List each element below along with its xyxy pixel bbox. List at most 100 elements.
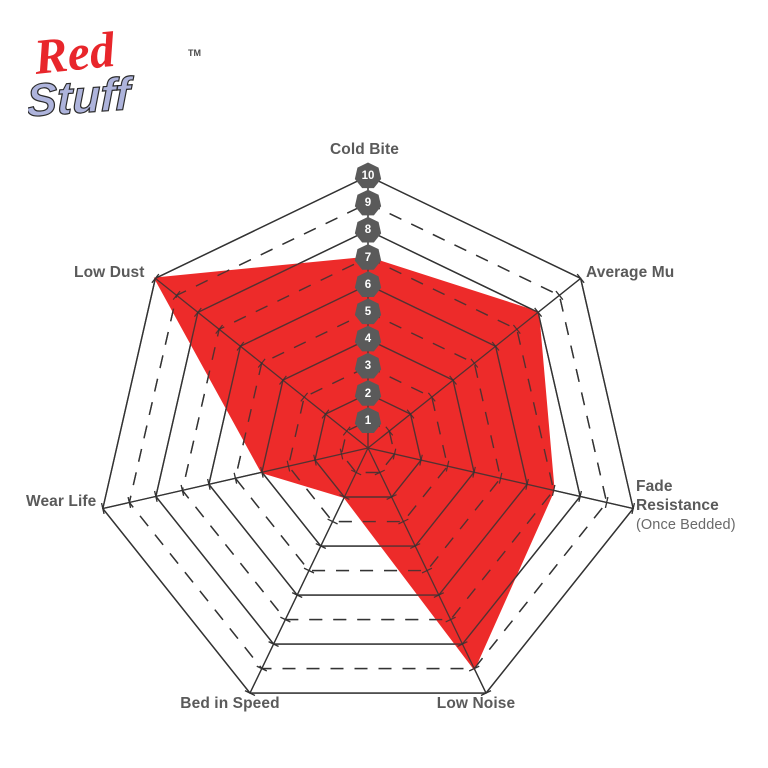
- radar-tick-3-6: [433, 592, 445, 598]
- radar-ring-4: [261, 338, 475, 547]
- radar-tick-5-1: [339, 448, 344, 460]
- axis-label-cold-bite: Cold Bite: [330, 140, 399, 159]
- radar-tick-marks-overlay: [101, 273, 635, 696]
- radar-ring-8: [155, 229, 581, 645]
- radar-tick-6-4: [279, 375, 287, 385]
- scale-badge-9: [354, 189, 382, 216]
- radar-tick-2-1: [392, 448, 397, 460]
- radar-ring-6: [208, 284, 528, 596]
- radar-tick-6-7: [215, 324, 224, 334]
- radar-tick-4-4: [315, 543, 327, 549]
- radar-tick-1-7: [512, 324, 521, 334]
- radar-ring-10: [102, 175, 634, 694]
- radar-tick-3-9: [468, 665, 480, 672]
- axis-label-average-mu: Average Mu: [586, 263, 674, 282]
- radar-tick-2-10: [631, 503, 635, 515]
- scale-badge-10: [354, 162, 382, 189]
- radar-tick-6-6: [236, 341, 245, 351]
- radar-tick-1-6: [491, 341, 500, 351]
- radar-tick-4-1: [350, 469, 362, 476]
- radar-tick-3-4: [409, 543, 421, 549]
- logo-text-stuff: Stuff: [28, 67, 135, 122]
- radar-tick-2-8: [578, 490, 582, 502]
- radar-tick-3-2: [386, 494, 397, 500]
- radar-tick-1-10: [576, 273, 585, 284]
- radar-tick-1-3: [427, 392, 436, 402]
- radar-tick-5-4: [260, 466, 264, 478]
- radar-tick-5-7: [180, 484, 185, 496]
- radar-tick-6-3: [300, 392, 309, 402]
- radar-tick-5-9: [127, 496, 132, 508]
- radar-tick-6-1: [342, 426, 351, 436]
- scale-badge-6: [354, 271, 382, 297]
- axis-label-low-noise-text: Low Noise: [436, 695, 516, 712]
- axis-label-fade-line1: Fade: [636, 478, 673, 495]
- radar-tick-6-9: [172, 290, 181, 301]
- radar-data-polygon: [153, 256, 555, 671]
- radar-tick-3-10: [480, 690, 492, 696]
- radar-tick-5-10: [101, 503, 105, 515]
- radar-tick-3-1: [374, 469, 386, 476]
- scale-badge-1: [354, 407, 382, 433]
- radar-tick-5-5: [233, 472, 238, 484]
- red-stuff-logo: Red Stuff TM: [28, 22, 208, 122]
- axis-label-low-noise: Low Noise: [437, 694, 515, 713]
- radar-tick-2-6: [525, 478, 529, 490]
- radar-tick-5-2: [313, 454, 317, 466]
- radar-series-0: [153, 256, 555, 671]
- axis-label-low-dust-text: Low Dust: [74, 264, 145, 281]
- scale-badge-7: [354, 244, 382, 270]
- radar-ring-1: [340, 420, 396, 474]
- radar-tick-5-6: [207, 478, 211, 490]
- logo-text-red: Red: [30, 22, 118, 85]
- radar-tick-2-9: [604, 496, 609, 508]
- scale-badge-2: [354, 380, 382, 406]
- radar-tick-4-6: [291, 592, 303, 598]
- radar-tick-6-2: [321, 409, 330, 419]
- radar-tick-4-10: [244, 690, 256, 696]
- radar-ring-7: [181, 256, 555, 621]
- radar-ring-9: [128, 202, 608, 670]
- axis-label-low-dust: Low Dust: [74, 263, 145, 282]
- radar-tick-4-7: [280, 616, 291, 623]
- scale-badge-3: [354, 352, 382, 379]
- radar-tick-2-5: [498, 472, 503, 484]
- axis-label-fade-resistance: Fade Resistance (Once Bedded): [636, 477, 736, 534]
- axis-label-fade-sublabel: (Once Bedded): [636, 516, 736, 533]
- radar-tick-1-9: [555, 290, 564, 301]
- radar-tick-5-3: [286, 460, 291, 472]
- radar-tick-4-3: [327, 518, 338, 525]
- radar-ring-2: [314, 392, 422, 498]
- logo-graphic: Red Stuff TM: [28, 22, 201, 122]
- radar-ring-5: [234, 311, 502, 572]
- axis-label-cold-bite-text: Cold Bite: [330, 141, 399, 158]
- radar-tick-6-8: [193, 307, 202, 318]
- radar-tick-6-10: [151, 273, 160, 284]
- radar-tick-3-7: [445, 616, 456, 623]
- scale-badge-5: [354, 298, 382, 325]
- radar-tick-2-7: [551, 484, 556, 496]
- scale-badge-8: [354, 216, 382, 243]
- radar-ring-3: [287, 365, 449, 523]
- radar-tick-1-4: [449, 375, 457, 385]
- radar-tick-2-4: [472, 466, 476, 478]
- radar-tick-3-5: [421, 567, 433, 574]
- radar-tick-3-8: [457, 641, 468, 647]
- radar-tick-4-9: [256, 665, 268, 672]
- axis-label-wear-life-text: Wear Life: [26, 493, 97, 510]
- radar-tick-1-2: [406, 409, 415, 419]
- scale-badge-4: [354, 325, 382, 352]
- radar-tick-2-2: [419, 454, 423, 466]
- radar-tick-6-5: [257, 358, 266, 368]
- axis-label-fade-line2: Resistance: [636, 497, 719, 515]
- radar-tick-4-2: [339, 494, 350, 500]
- axis-label-bed-in-speed-text: Bed in Speed: [180, 695, 280, 712]
- radar-grid-rings-overlay: [102, 175, 634, 694]
- radar-tick-2-3: [445, 460, 450, 472]
- axis-label-wear-life: Wear Life: [26, 492, 96, 511]
- logo-trademark: TM: [188, 48, 201, 58]
- radar-scale-badges: [354, 162, 382, 433]
- radar-tick-4-8: [268, 641, 279, 647]
